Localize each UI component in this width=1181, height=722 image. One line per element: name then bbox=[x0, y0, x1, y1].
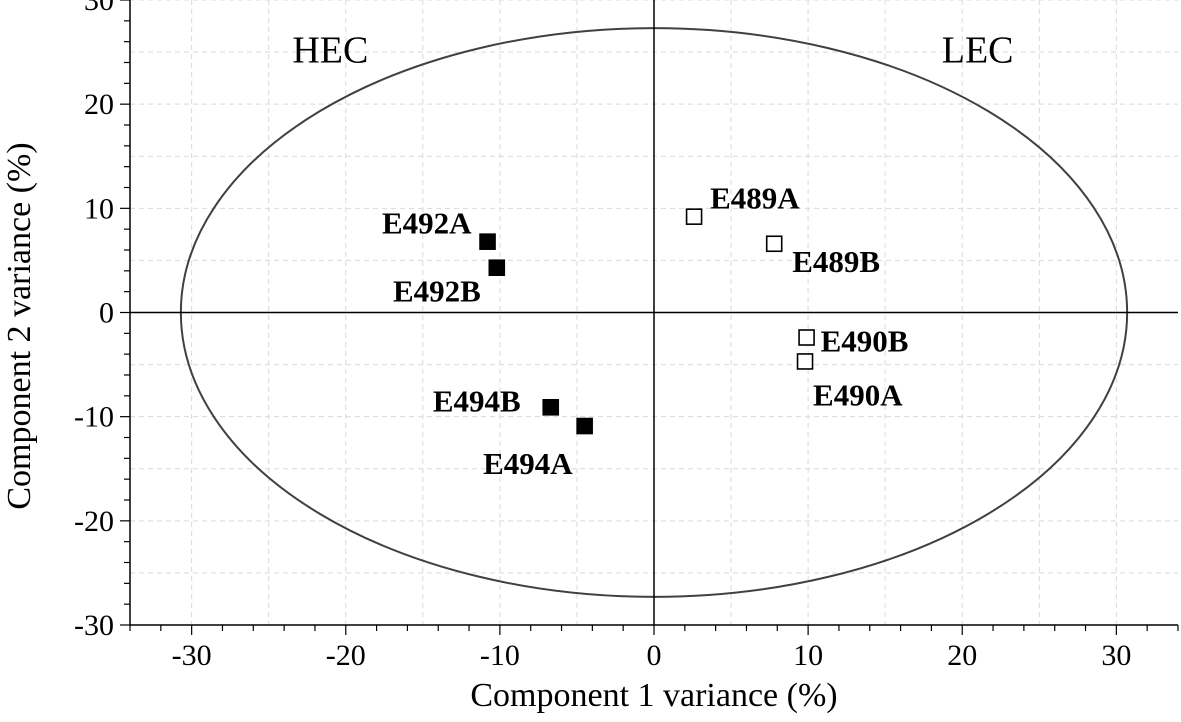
x-tick-label: -10 bbox=[480, 639, 520, 672]
y-tick-label: 10 bbox=[84, 192, 114, 225]
point-label-e492a: E492A bbox=[382, 206, 472, 241]
x-tick-label: -20 bbox=[326, 639, 366, 672]
region-labels: HEC LEC bbox=[292, 30, 1013, 72]
tick-labels: -30 -20 -10 0 10 20 30 -30 -20 -10 0 10 20 30 bbox=[74, 0, 1131, 672]
data-point-e492b bbox=[488, 259, 506, 277]
point-label-e490a: E490A bbox=[813, 377, 903, 412]
region-label: LEC bbox=[942, 30, 1014, 72]
y-tick-label: 20 bbox=[84, 88, 114, 121]
y-tick-label: -10 bbox=[74, 401, 114, 434]
point-label-e494b: E494B bbox=[433, 383, 521, 418]
data-point-e490b bbox=[798, 329, 815, 346]
y-tick-label: -20 bbox=[74, 505, 114, 538]
data-points bbox=[479, 208, 815, 435]
y-tick-label: -30 bbox=[74, 609, 114, 642]
data-point-e494b bbox=[542, 398, 560, 416]
data-point-e489a bbox=[685, 208, 703, 225]
y-tick-label: 30 bbox=[84, 0, 114, 17]
point-labels: E492A E492B E494B E494A E489A E489B E490B E490A bbox=[382, 181, 908, 481]
region-label: HEC bbox=[292, 30, 368, 72]
axes bbox=[129, 0, 1178, 626]
x-tick-label: 30 bbox=[1101, 639, 1131, 672]
x-tick-label: 10 bbox=[793, 639, 823, 672]
point-label-e489a: E489A bbox=[710, 181, 800, 216]
y-tick-label: 0 bbox=[99, 297, 114, 330]
x-tick-label: 20 bbox=[947, 639, 977, 672]
point-label-e489b: E489B bbox=[792, 244, 880, 279]
data-point-e489b bbox=[765, 235, 783, 253]
point-label-e492b: E492B bbox=[393, 274, 481, 309]
point-label-e490b: E490B bbox=[821, 324, 909, 359]
point-label-e494a: E494A bbox=[483, 446, 573, 481]
tick-marks bbox=[120, 0, 1179, 635]
x-tick-label: 0 bbox=[647, 639, 662, 672]
data-point-e494a bbox=[576, 417, 593, 435]
data-point-e492a bbox=[479, 233, 496, 250]
data-point-e490a bbox=[796, 353, 814, 370]
x-tick-label: -30 bbox=[172, 639, 212, 672]
y-axis-title: Component 2 variance (%) bbox=[1, 142, 38, 509]
x-axis-title: Component 1 variance (%) bbox=[470, 677, 837, 714]
